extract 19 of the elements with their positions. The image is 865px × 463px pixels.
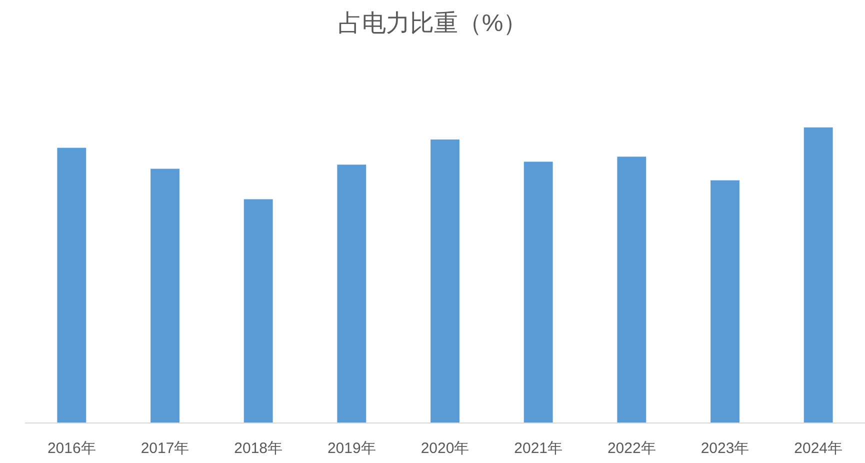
bar — [524, 162, 553, 423]
bar — [804, 127, 833, 423]
bar — [430, 140, 460, 423]
x-tick-label: 2018年 — [234, 440, 283, 457]
x-tick-label: 2017年 — [140, 440, 190, 457]
bar — [617, 156, 646, 423]
bar — [57, 148, 86, 423]
x-tick-label: 2016年 — [47, 440, 96, 457]
x-tick-label: 2024年 — [794, 440, 843, 457]
x-tick-label: 2023年 — [700, 440, 750, 457]
x-tick-label: 2021年 — [514, 440, 563, 457]
chart-title: 占电力比重（%） — [338, 10, 528, 37]
bar — [244, 199, 273, 423]
x-tick-label: 2019年 — [327, 440, 376, 457]
x-tick-label: 2022年 — [607, 440, 656, 457]
x-tick-label: 2020年 — [420, 440, 470, 457]
bar — [337, 164, 366, 423]
bar — [710, 180, 740, 423]
bar — [150, 168, 180, 423]
